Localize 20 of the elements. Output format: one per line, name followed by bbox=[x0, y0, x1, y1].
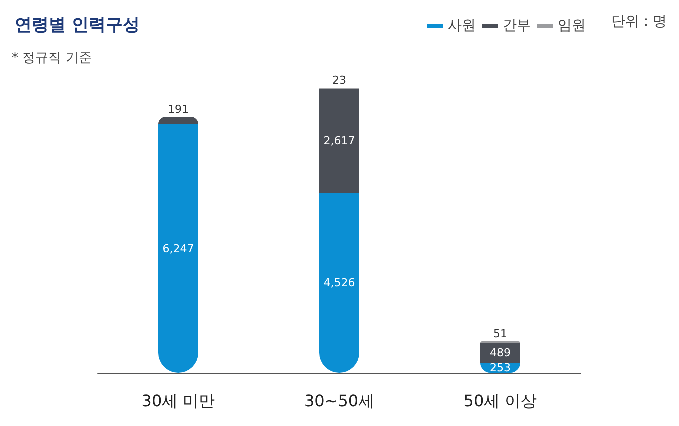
text: 단위 : 명 bbox=[611, 14, 668, 30]
x-tick-label: 30세 미만 bbox=[142, 392, 216, 410]
bar bbox=[320, 88, 360, 193]
chart-title: 연령별 인력구성 bbox=[15, 16, 140, 36]
data-label: 6,247 bbox=[162, 242, 194, 256]
legend-label: 사원 bbox=[448, 18, 476, 34]
data-label: 2,617 bbox=[324, 134, 356, 148]
bar bbox=[320, 192, 360, 373]
text: * 정규직 기준 bbox=[12, 51, 92, 66]
bar bbox=[158, 124, 198, 373]
legend-label: 간부 bbox=[503, 18, 531, 34]
data-label: 253 bbox=[490, 361, 511, 374]
legend-label: 임원 bbox=[558, 18, 586, 34]
data-label: 23 bbox=[332, 74, 346, 87]
x-tick-label: 50세 이상 bbox=[464, 392, 538, 410]
data-label: 4,526 bbox=[324, 276, 356, 290]
x-tick-label: 30~50세 bbox=[304, 392, 375, 410]
data-label: 51 bbox=[494, 327, 508, 340]
data-label: 191 bbox=[168, 102, 189, 116]
data-label: 489 bbox=[490, 346, 511, 360]
